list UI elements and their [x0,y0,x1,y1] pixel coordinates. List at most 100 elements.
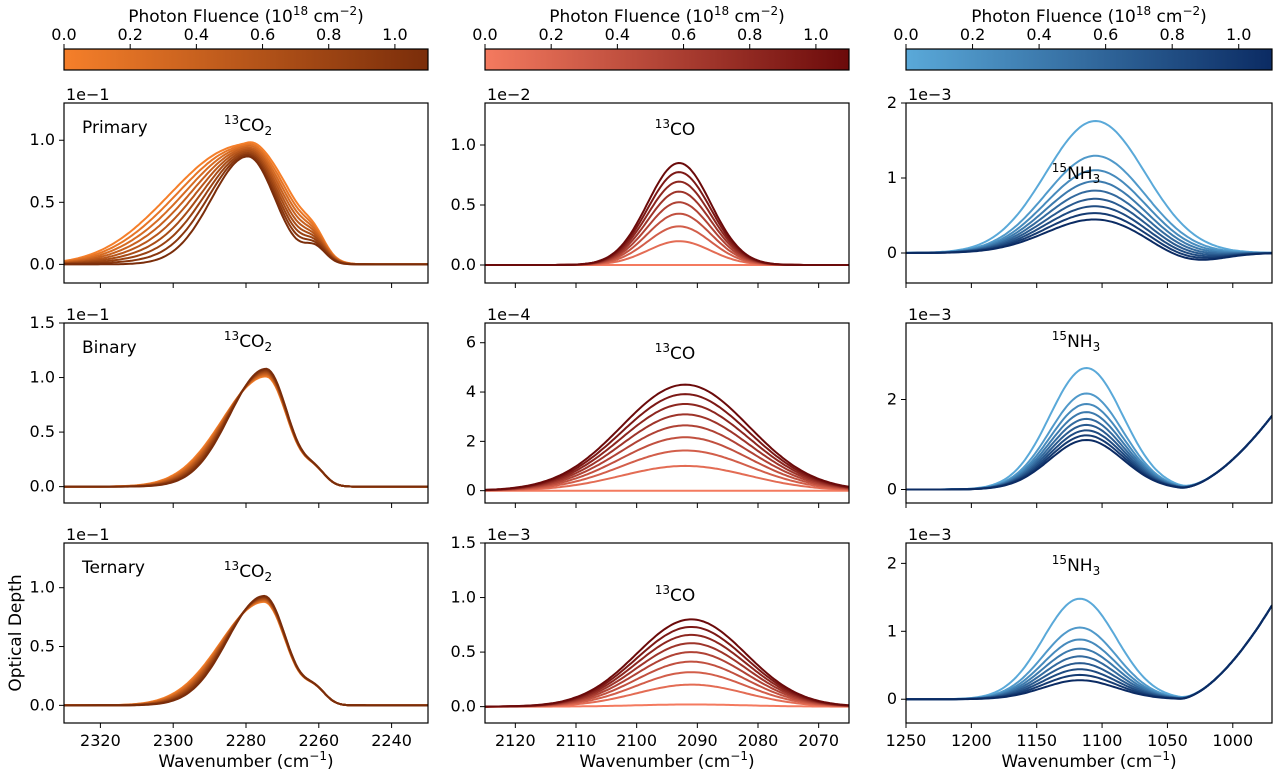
plot-frame [905,542,1273,724]
y-tick-label: 2 [887,390,897,409]
y-multiplier: 1e−1 [66,85,110,104]
species-label: 13CO [655,583,696,606]
series-line [906,604,1272,701]
x-axis-label: Wavenumber (cm−1) [158,749,333,772]
y-tick-label: 1.5 [30,313,55,332]
panel-binary-2: 0 2 1e−3 15NH3 [887,305,1273,508]
series-line [64,595,428,707]
x-tick-label: 2280 [226,731,267,750]
x-tick-label: 2100 [616,731,657,750]
series-line [64,372,428,488]
series-line [64,375,428,488]
series-line [906,604,1272,701]
colorbar-0 [63,48,429,71]
series-line [64,141,428,266]
y-tick-label: 0 [466,481,476,500]
series-line [485,225,849,266]
series-line [906,402,1272,491]
series-line [64,599,428,707]
colorbar-tick-label: 1.0 [1226,25,1251,44]
y-tick-label: 0.0 [451,697,476,716]
y-multiplier: 1e−2 [487,85,531,104]
y-tick-label: 1 [887,621,897,640]
series-line [906,415,1272,491]
y-tick-label: 2 [466,431,476,450]
plot-frame [484,542,850,724]
series-line [485,464,849,492]
series-line [64,373,428,488]
series-line [64,371,428,488]
colorbar-tick-label: 0.8 [1159,25,1184,44]
series-line [906,415,1272,491]
plot-frame [905,102,1273,284]
species-label: 15NH3 [1052,161,1100,186]
y-axis-label: Optical Depth [6,574,26,691]
series-line [64,594,428,707]
x-tick-label: 1200 [951,731,992,750]
y-multiplier: 1e−1 [66,305,110,324]
series-line [64,142,428,266]
y-multiplier: 1e−3 [908,525,952,544]
colorbar-title: Photon Fluence (1018 cm−2) [971,4,1207,27]
y-tick-label: 0.5 [30,192,55,211]
panel-primary-2: 0 1 2 1e−3 15NH3 [887,85,1273,288]
colorbar-tick-label: 0.8 [737,25,762,44]
species-label: 15NH3 [1052,553,1100,578]
species-label: 13CO2 [224,329,272,354]
y-tick-label: 2 [887,93,897,112]
series-line [485,449,849,492]
series-line [906,604,1272,701]
series-line [906,604,1272,701]
y-tick-label: 0.5 [30,637,55,656]
panel-ternary-2: 0 1 2 1250 1200 1150 1100 1050 1000 1e−3 15NH3 Wave… [886,525,1273,772]
y-tick-label: 1 [887,168,897,187]
y-multiplier: 1e−3 [908,85,952,104]
series-line [64,600,428,707]
row-label: Primary [82,118,148,138]
series-line [485,240,849,266]
y-tick-label: 1.5 [451,533,476,552]
species-label: 15NH3 [1052,329,1100,354]
series-line [64,367,428,488]
y-tick-label: 1.0 [30,130,55,149]
series-line [64,597,428,707]
plot-frame [484,322,850,504]
panel-ternary-0: 0.0 0.5 1.0 2320 2300 2280 2260 2240 1e−1 13CO2 Te… [30,525,429,772]
colorbar-title: Photon Fluence (1018 cm−2) [128,4,364,27]
series-line [64,600,428,707]
y-multiplier: 1e−3 [487,525,531,544]
x-tick-label: 2120 [495,731,536,750]
y-tick-label: 2 [887,553,897,572]
series-line [906,597,1272,701]
y-tick-label: 0 [887,480,897,499]
colorbar-tick-label: 0.0 [472,25,497,44]
series-line [64,598,428,707]
x-tick-label: 2090 [677,731,718,750]
series-line [64,597,428,707]
y-tick-label: 0.0 [451,255,476,274]
y-tick-label: 0.0 [30,695,55,714]
y-tick-label: 0.5 [451,195,476,214]
x-tick-label: 2070 [798,731,839,750]
series-line [64,374,428,488]
x-tick-label: 2240 [371,731,412,750]
series-line [906,604,1272,701]
y-tick-label: 0.0 [30,477,55,496]
colorbar-tick-label: 0.0 [51,25,76,44]
colorbar-tick-label: 0.0 [893,25,918,44]
x-tick-label: 1100 [1082,731,1123,750]
colorbar-2 [905,48,1273,71]
plot-frame [905,322,1273,504]
series-line [64,155,428,266]
colorbar-tick-label: 0.4 [605,25,630,44]
series-line [906,604,1272,701]
x-tick-label: 2300 [153,731,194,750]
panel-ternary-1: 0.0 0.5 1.0 1.5 2120 2110 2100 2090 2080 2070 1e−3… [451,525,850,772]
colorbar-tick-label: 0.6 [250,25,275,44]
colorbar-tick-label: 1.0 [382,25,407,44]
species-label: 13CO [655,117,696,140]
x-tick-label: 2260 [298,731,339,750]
x-axis-label: Wavenumber (cm−1) [579,749,754,772]
colorbar-tick-label: 0.6 [671,25,696,44]
y-tick-label: 0.0 [30,254,55,273]
